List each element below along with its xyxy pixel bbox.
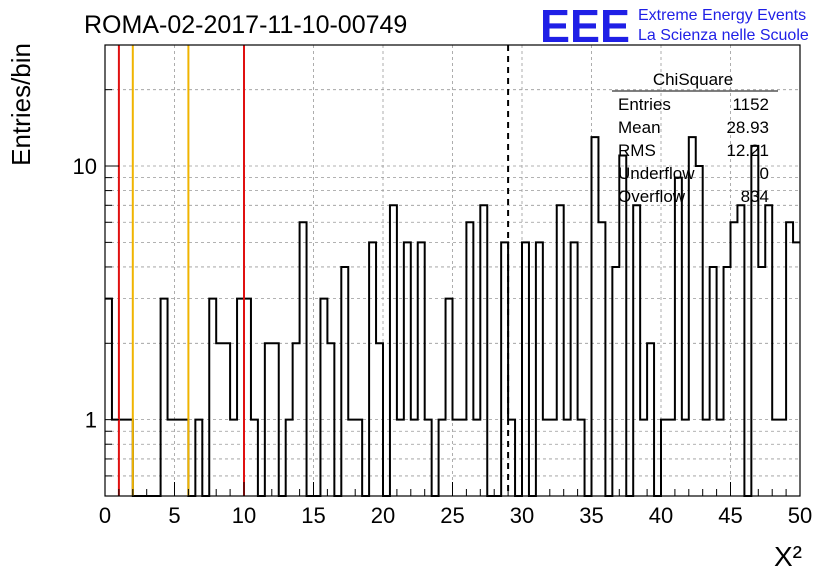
logo-line-2: La Scienza nelle Scuole bbox=[638, 27, 809, 44]
stats-label-overflow: Overflow bbox=[618, 187, 686, 206]
marker-lines-layer bbox=[117, 45, 510, 496]
x-tick-label: 35 bbox=[579, 503, 603, 528]
histogram-layer bbox=[105, 136, 800, 497]
x-tick-label: 50 bbox=[788, 503, 812, 528]
x-tick-label: 10 bbox=[232, 503, 256, 528]
stats-value-entries: 1152 bbox=[732, 95, 769, 114]
logo-eee: EEE bbox=[540, 0, 630, 52]
stats-value-rms: 12.21 bbox=[726, 141, 769, 160]
histogram-outline bbox=[105, 136, 800, 497]
x-tick-label: 40 bbox=[649, 503, 673, 528]
x-axis-label: X² bbox=[774, 541, 802, 572]
stats-label-entries: Entries bbox=[618, 95, 671, 114]
x-tick-label: 15 bbox=[301, 503, 325, 528]
y-tick-label: 1 bbox=[85, 408, 97, 433]
x-tick-label: 20 bbox=[371, 503, 395, 528]
stats-box: ChiSquare Entries 1152 Mean 28.93 RMS 12… bbox=[612, 70, 778, 206]
logo-line-1: Extreme Energy Events bbox=[638, 7, 806, 24]
stats-value-overflow: 834 bbox=[741, 187, 769, 206]
stats-value-underflow: 0 bbox=[760, 164, 769, 183]
x-tick-label: 5 bbox=[168, 503, 180, 528]
chart-title: ROMA-02-2017-11-10-00749 bbox=[84, 11, 407, 39]
y-tick-label: 10 bbox=[73, 154, 97, 179]
stats-label-underflow: Underflow bbox=[618, 164, 695, 183]
ticks-layer: 0 5 10 15 20 25 30 35 40 45 50 1 10 bbox=[73, 89, 812, 528]
x-tick-label: 30 bbox=[510, 503, 534, 528]
x-tick-label: 25 bbox=[440, 503, 464, 528]
x-tick-label: 0 bbox=[99, 503, 111, 528]
x-tick-label: 45 bbox=[718, 503, 742, 528]
stats-label-rms: RMS bbox=[618, 141, 656, 160]
stats-value-mean: 28.93 bbox=[726, 118, 769, 137]
y-axis-label: Entries/bin bbox=[6, 43, 36, 166]
stats-label-mean: Mean bbox=[618, 118, 661, 137]
stats-title: ChiSquare bbox=[653, 70, 733, 89]
